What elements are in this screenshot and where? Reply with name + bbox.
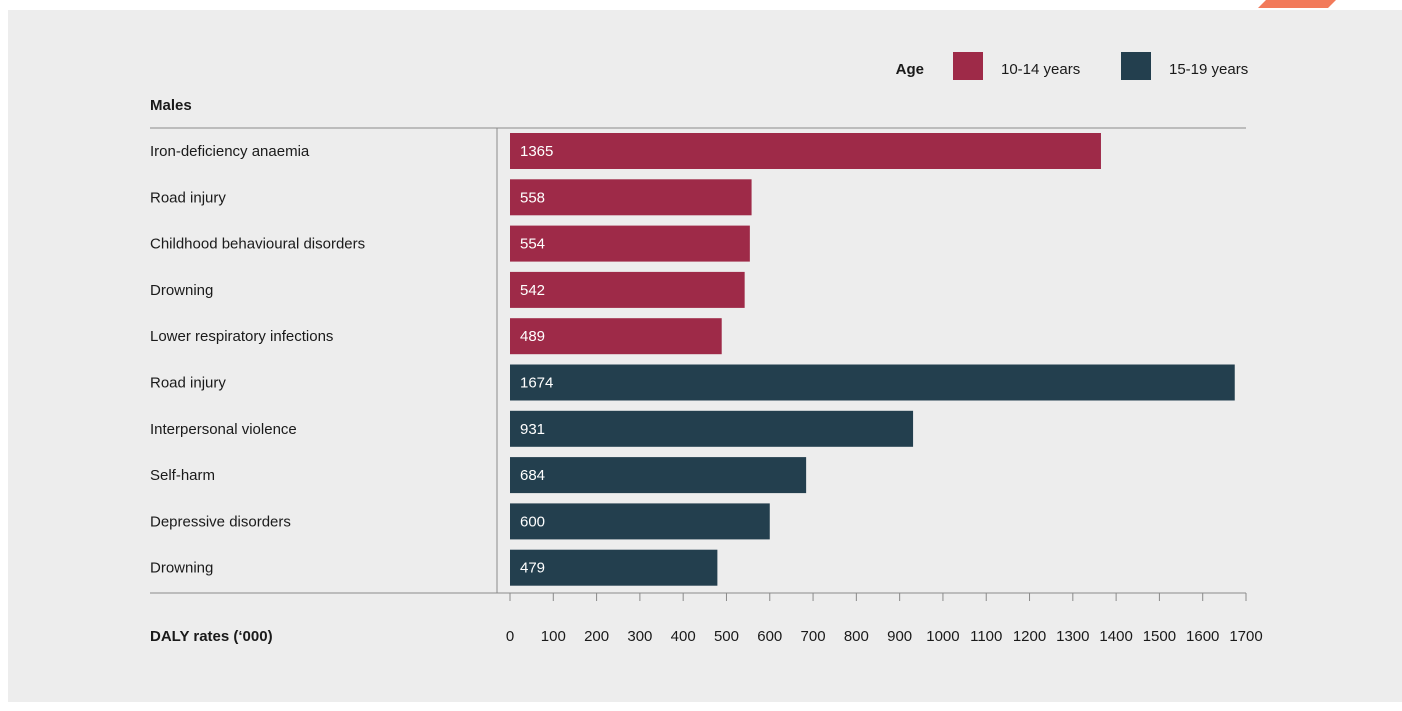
category-label-depressive-disorders: Depressive disorders <box>150 513 291 530</box>
legend-swatch-10-14 <box>953 52 983 80</box>
x-tick-label: 1200 <box>1013 628 1046 645</box>
bar-road-injury <box>510 364 1235 401</box>
bar-value-label: 554 <box>520 236 545 253</box>
bar-value-label: 479 <box>520 560 545 577</box>
category-label-road-injury: Road injury <box>150 189 226 206</box>
x-tick-label: 500 <box>714 628 739 645</box>
category-label-childhood-behavioural-disorders: Childhood behavioural disorders <box>150 236 365 253</box>
bar-value-label: 542 <box>520 282 545 299</box>
bar-road-injury <box>510 179 752 216</box>
bar-value-label: 600 <box>520 513 545 530</box>
chart-panel <box>8 10 1402 702</box>
bar-value-label: 931 <box>520 421 545 438</box>
bar-value-label: 558 <box>520 189 545 206</box>
x-tick-label: 1700 <box>1229 628 1262 645</box>
category-label-lower-respiratory-infections: Lower respiratory infections <box>150 328 333 345</box>
category-label-self-harm: Self-harm <box>150 467 215 484</box>
x-tick-label: 200 <box>584 628 609 645</box>
x-ticks-group: 0 100 200 300 400 500 600 700 800 900 1000 1100 1200… <box>506 593 1263 645</box>
x-tick-label: 900 <box>887 628 912 645</box>
bar-lower-respiratory-infections <box>510 318 722 355</box>
x-tick-label: 400 <box>671 628 696 645</box>
category-label-road-injury: Road injury <box>150 375 226 392</box>
x-tick-label: 1600 <box>1186 628 1219 645</box>
chart-subtitle: Males <box>150 97 192 114</box>
x-tick-label: 300 <box>627 628 652 645</box>
legend-title: Age <box>896 61 924 78</box>
legend-label-10-14: 10-14 years <box>1001 61 1080 78</box>
bar-iron-deficiency-anaemia <box>510 133 1101 169</box>
category-label-iron-deficiency-anaemia: Iron-deficiency anaemia <box>150 143 310 160</box>
x-tick-label: 1300 <box>1056 628 1089 645</box>
x-tick-label: 1000 <box>926 628 959 645</box>
bar-interpersonal-violence <box>510 410 914 447</box>
category-label-interpersonal-violence: Interpersonal violence <box>150 421 297 438</box>
category-label-drowning: Drowning <box>150 560 213 577</box>
x-tick-label: 0 <box>506 628 514 645</box>
bar-self-harm <box>510 457 807 494</box>
x-tick-label: 600 <box>757 628 782 645</box>
bar-drowning <box>510 271 745 308</box>
x-tick-label: 800 <box>844 628 869 645</box>
bar-value-label: 684 <box>520 467 545 484</box>
legend-label-15-19: 15-19 years <box>1169 61 1248 78</box>
x-tick-label: 1400 <box>1099 628 1132 645</box>
x-axis-title: DALY rates (‘000) <box>150 628 273 645</box>
x-tick-label: 700 <box>801 628 826 645</box>
category-label-drowning: Drowning <box>150 282 213 299</box>
bar-value-label: 1674 <box>520 375 553 392</box>
bar-drowning <box>510 549 718 586</box>
x-tick-label: 1500 <box>1143 628 1176 645</box>
bar-depressive-disorders <box>510 503 770 540</box>
x-tick-label: 1100 <box>970 628 1002 645</box>
bar-value-label: 489 <box>520 328 545 345</box>
bar-childhood-behavioural-disorders <box>510 225 750 262</box>
legend-swatch-15-19 <box>1121 52 1151 80</box>
bar-value-label: 1365 <box>520 143 553 160</box>
x-tick-label: 100 <box>541 628 566 645</box>
bars-group: Iron-deficiency anaemia 1365 Road injury 55… <box>150 133 1235 586</box>
